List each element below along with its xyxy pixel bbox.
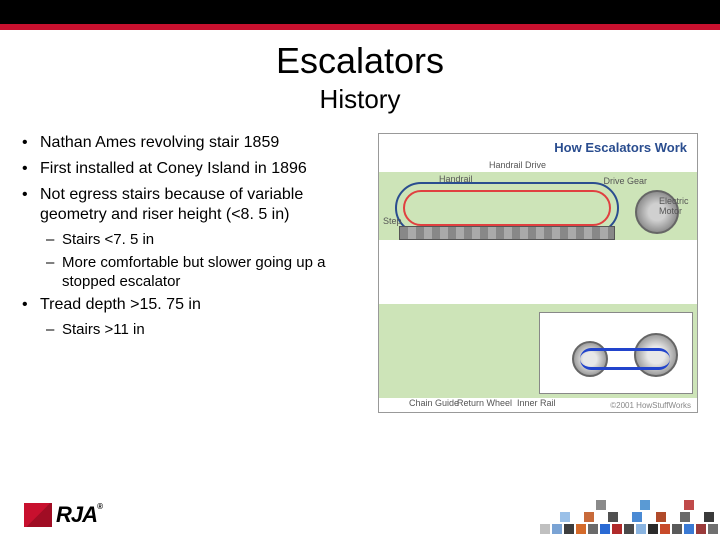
text-column: Nathan Ames revolving stair 1859 First i… <box>18 133 368 413</box>
label-drive-gear: Drive Gear <box>603 176 647 186</box>
mosaic-tile <box>656 512 666 522</box>
mosaic-tile <box>612 524 622 534</box>
logo-mark-icon <box>24 503 52 527</box>
list-subitem: More comfortable but slower going up a s… <box>18 254 368 292</box>
diagram-credit: ©2001 HowStuffWorks <box>610 401 691 410</box>
logo: RJA® <box>24 502 102 528</box>
content-row: Nathan Ames revolving stair 1859 First i… <box>0 133 720 413</box>
mosaic-tile <box>684 500 694 510</box>
mosaic-tile <box>624 524 634 534</box>
mosaic-tile <box>584 512 594 522</box>
label-return-wheel: Return Wheel <box>457 398 512 408</box>
diagram-track-inner <box>403 190 611 226</box>
mosaic-tile <box>588 524 598 534</box>
slide-subtitle: History <box>0 84 720 115</box>
bullet-list: Nathan Ames revolving stair 1859 First i… <box>18 133 368 340</box>
list-item: Not egress stairs because of variable ge… <box>18 185 368 225</box>
mosaic-tile <box>660 524 670 534</box>
mosaic-tile <box>540 524 550 534</box>
label-electric-motor: Electric Motor <box>659 196 693 216</box>
mosaic-tile <box>596 500 606 510</box>
mosaic-tile <box>564 524 574 534</box>
label-chain-guide: Chain Guide <box>409 398 459 408</box>
label-step: Step <box>383 216 402 226</box>
logo-text: RJA® <box>56 502 102 528</box>
mosaic-tile <box>640 500 650 510</box>
slide-title: Escalators <box>0 40 720 82</box>
diagram-steps <box>399 226 615 240</box>
mosaic-tile <box>704 512 714 522</box>
list-item: First installed at Coney Island in 1896 <box>18 159 368 179</box>
mosaic-tile <box>648 524 658 534</box>
list-subitem: Stairs <7. 5 in <box>18 231 368 250</box>
list-subitem: Stairs >11 in <box>18 321 368 340</box>
diagram-belt <box>580 348 670 370</box>
mosaic-tile <box>560 512 570 522</box>
mosaic-tile <box>600 524 610 534</box>
diagram-detail-box <box>539 312 693 394</box>
list-item: Nathan Ames revolving stair 1859 <box>18 133 368 153</box>
mosaic-tile <box>696 524 706 534</box>
mosaic-decoration <box>540 490 720 540</box>
diagram-column: How Escalators Work Handrail Drive Handr… <box>378 133 702 413</box>
mosaic-tile <box>552 524 562 534</box>
registered-icon: ® <box>97 502 102 511</box>
label-inner-rail: Inner Rail <box>517 398 556 408</box>
mosaic-tile <box>632 512 642 522</box>
mosaic-tile <box>672 524 682 534</box>
mosaic-tile <box>608 512 618 522</box>
escalator-diagram: How Escalators Work Handrail Drive Handr… <box>378 133 698 413</box>
mosaic-tile <box>684 524 694 534</box>
label-handrail: Handrail <box>439 174 473 184</box>
header-bar <box>0 0 720 30</box>
diagram-title: How Escalators Work <box>554 140 687 155</box>
mosaic-tile <box>680 512 690 522</box>
mosaic-tile <box>708 524 718 534</box>
list-item: Tread depth >15. 75 in <box>18 295 368 315</box>
label-handrail-drive: Handrail Drive <box>489 160 546 170</box>
mosaic-tile <box>636 524 646 534</box>
logo-text-value: RJA <box>56 502 97 527</box>
mosaic-tile <box>576 524 586 534</box>
